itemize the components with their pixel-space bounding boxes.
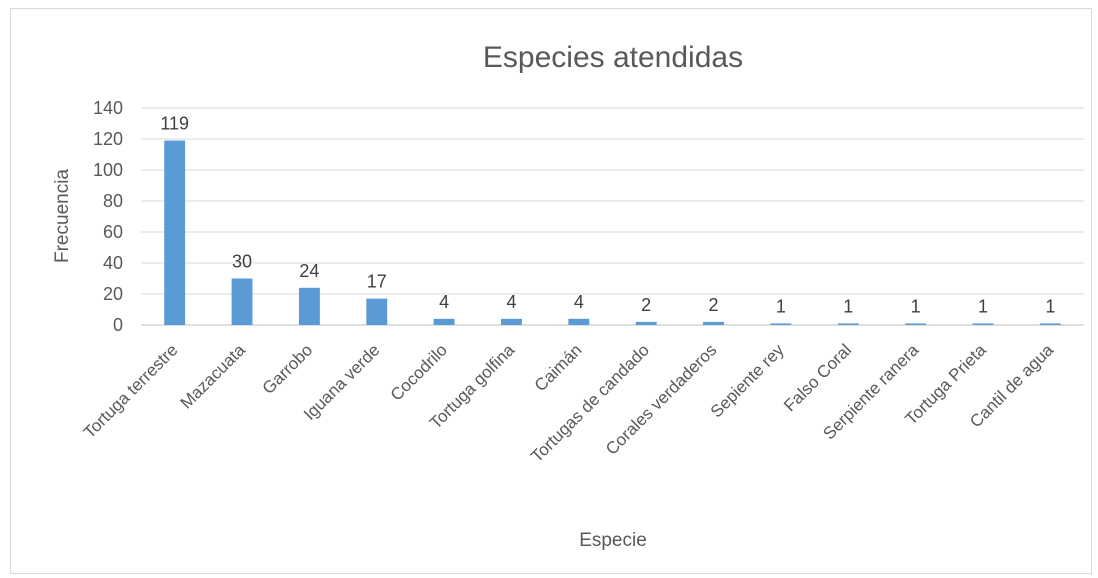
data-label: 2 [641, 295, 651, 315]
data-label: 4 [439, 292, 449, 312]
chart-frame: Especies atendidas 0 20 40 60 80 100 120 140 11… [10, 8, 1092, 574]
bar [568, 318, 590, 325]
bar [770, 323, 792, 325]
y-tick-label: 60 [103, 222, 123, 242]
x-tick-label: Tortugas de candado [527, 340, 653, 466]
data-label: 24 [299, 261, 319, 281]
y-tick-label: 100 [93, 160, 123, 180]
data-label: 1 [843, 296, 853, 316]
y-tick-label: 120 [93, 129, 123, 149]
x-tick-label: Tortuga terrestre [80, 340, 182, 442]
data-label: 4 [506, 292, 516, 312]
x-tick-label: Garrobo [259, 340, 317, 398]
bar [972, 323, 994, 325]
chart-title: Especies atendidas [483, 41, 743, 74]
data-label: 119 [160, 114, 189, 134]
x-tick-label: Cocodrilo [387, 340, 451, 404]
y-axis-tick-labels: 0 20 40 60 80 100 120 140 [93, 98, 123, 335]
bars [164, 140, 1061, 325]
data-label: 4 [574, 292, 584, 312]
bar [298, 287, 320, 325]
y-tick-label: 40 [103, 253, 123, 273]
x-tick-label: Caimán [531, 340, 586, 395]
data-label: 1 [776, 296, 786, 316]
y-tick-label: 0 [113, 315, 123, 335]
data-labels: 119 30 24 17 4 4 4 2 2 1 1 1 1 1 [160, 114, 1055, 317]
y-axis-title: Frecuencia [52, 169, 73, 263]
bar [231, 278, 253, 325]
bar [366, 298, 388, 325]
x-tick-label: Sepiente rey [707, 340, 788, 421]
y-tick-label: 140 [93, 98, 123, 118]
data-label: 1 [911, 296, 921, 316]
bar [501, 318, 522, 325]
y-tick-label: 80 [103, 191, 123, 211]
bar [635, 321, 657, 325]
x-tick-label: Falso Coral [780, 340, 855, 415]
bar [433, 318, 455, 325]
bar [1039, 323, 1061, 325]
gridlines [141, 107, 1084, 326]
bar [837, 323, 859, 325]
data-label: 30 [232, 252, 252, 272]
data-label: 2 [709, 295, 719, 315]
data-label: 17 [367, 272, 387, 292]
bar [703, 321, 724, 325]
x-tick-label: Mazacuata [177, 340, 250, 413]
bar [164, 140, 186, 325]
x-tick-label: Corales verdaderos [602, 340, 720, 458]
y-tick-label: 20 [103, 284, 123, 304]
bar [905, 323, 927, 325]
data-label: 1 [1045, 296, 1055, 316]
x-axis-title: Especie [579, 530, 647, 551]
data-label: 1 [978, 296, 988, 316]
